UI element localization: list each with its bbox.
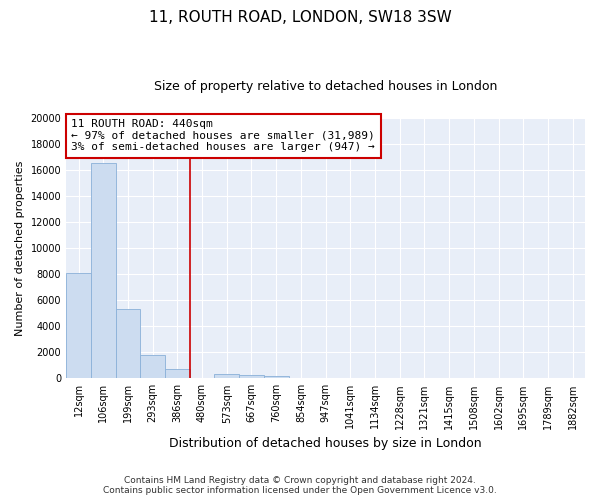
Text: 11, ROUTH ROAD, LONDON, SW18 3SW: 11, ROUTH ROAD, LONDON, SW18 3SW xyxy=(149,10,451,25)
X-axis label: Distribution of detached houses by size in London: Distribution of detached houses by size … xyxy=(169,437,482,450)
Bar xyxy=(116,310,140,378)
Bar xyxy=(239,375,264,378)
Bar xyxy=(214,374,239,378)
Bar xyxy=(264,376,289,378)
Bar xyxy=(140,355,165,378)
Text: Contains HM Land Registry data © Crown copyright and database right 2024.
Contai: Contains HM Land Registry data © Crown c… xyxy=(103,476,497,495)
Text: 11 ROUTH ROAD: 440sqm
← 97% of detached houses are smaller (31,989)
3% of semi-d: 11 ROUTH ROAD: 440sqm ← 97% of detached … xyxy=(71,119,375,152)
Bar xyxy=(91,164,116,378)
Title: Size of property relative to detached houses in London: Size of property relative to detached ho… xyxy=(154,80,497,93)
Y-axis label: Number of detached properties: Number of detached properties xyxy=(15,160,25,336)
Bar xyxy=(66,273,91,378)
Bar xyxy=(165,368,190,378)
